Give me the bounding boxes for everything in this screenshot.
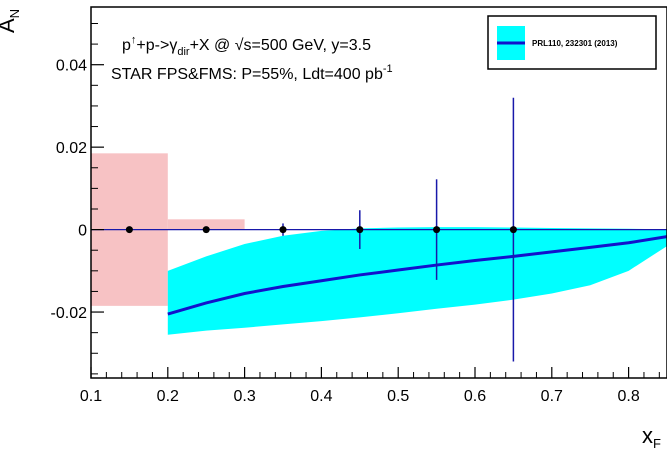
- y-tick-label-1: 0: [78, 223, 87, 240]
- data-point-5: [509, 226, 517, 234]
- data-point-1: [202, 226, 210, 234]
- x-tick-label-5: 0.6: [464, 388, 486, 405]
- annotation-experiment: STAR FPS&FMS: P=55%, Ldt=400 pb-1: [111, 63, 393, 83]
- x-tick-label-1: 0.2: [157, 388, 179, 405]
- data-point-2: [279, 226, 287, 234]
- x-tick-label-6: 0.7: [541, 388, 563, 405]
- legend: PRL110, 232301 (2013): [487, 15, 657, 70]
- annotation-process: p↑+p->γdir+X @ √s=500 GeV, y=3.5: [122, 34, 371, 58]
- theory-curve: [167, 235, 667, 316]
- data-point-4: [433, 226, 441, 234]
- x-tick-label-2: 0.3: [233, 388, 255, 405]
- data-point-0: [125, 226, 133, 234]
- x-tick-label-3: 0.4: [310, 388, 332, 405]
- data-point-3: [356, 226, 364, 234]
- theory-uncertainty-band: [167, 227, 667, 335]
- y-tick-label-3: 0.04: [56, 58, 87, 75]
- plot-frame: [90, 6, 667, 379]
- legend-label: PRL110, 232301 (2013): [532, 39, 618, 48]
- y-tick-label-0: -0.02: [51, 305, 88, 322]
- chart-marks: [91, 97, 667, 362]
- x-tick-label-7: 0.8: [617, 388, 639, 405]
- axes: 0.1 0.2 0.3 0.4 0.5 0.6 0.7 0.8 -0.02 0 0.02 0.04: [51, 22, 660, 405]
- x-tick-label-4: 0.5: [387, 388, 409, 405]
- y-axis-title: AN: [0, 9, 22, 33]
- systematic-box-1: [167, 219, 245, 230]
- x-axis-title: xF: [642, 423, 661, 451]
- x-tick-label-0: 0.1: [80, 388, 102, 405]
- y-tick-label-2: 0.02: [56, 140, 87, 157]
